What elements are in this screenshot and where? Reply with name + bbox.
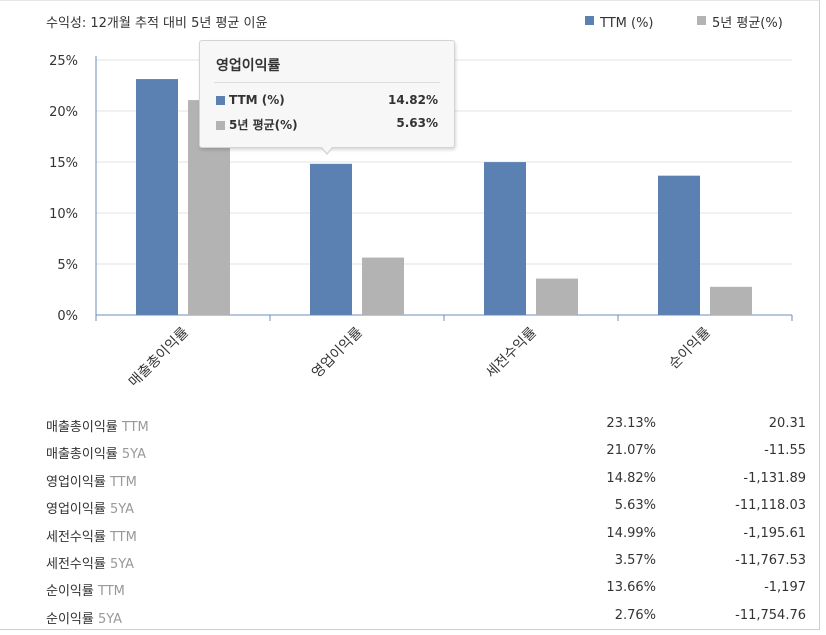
- table-row: 순이익률 TTM 13.66% -1,197: [0, 574, 820, 601]
- row-percent: 23.13%: [606, 416, 656, 431]
- legend-label: 5년 평균(%): [712, 16, 783, 31]
- row-label-suffix: 5YA: [109, 502, 135, 518]
- row-change: -1,131.89: [743, 470, 806, 486]
- row-label: 순이익률 5YA: [46, 608, 122, 627]
- row-label-suffix: TTM: [97, 584, 125, 600]
- row-label: 영업이익률 5YA: [46, 498, 134, 517]
- table-row: 영업이익률 5YA 5.63% -11,118.03: [0, 492, 820, 519]
- row-change: -1,195.61: [743, 525, 806, 541]
- row-percent: 14.99%: [606, 525, 656, 541]
- row-change: 20.31: [768, 416, 806, 431]
- tooltip-row-5y: 5년 평균(%) 5.63%: [216, 116, 438, 134]
- margin-table: 매출총이익률 TTM 23.13% 20.31 매출총이익률 5YA 21.07…: [0, 410, 820, 629]
- tooltip-swatch-5y: [216, 121, 225, 130]
- row-percent: 5.63%: [614, 498, 656, 514]
- row-label-suffix: 5YA: [109, 556, 135, 572]
- row-label-suffix: 5YA: [121, 447, 147, 463]
- row-label-text: 세전수익률: [46, 529, 106, 545]
- y-tick-label: 15%: [49, 156, 78, 171]
- row-change: -11.55: [764, 443, 806, 459]
- row-label-suffix: 5YA: [97, 611, 123, 627]
- legend-swatch: [585, 16, 594, 25]
- x-tick-label: 영업이익률: [309, 324, 366, 381]
- row-percent: 3.57%: [614, 552, 656, 568]
- bar: [362, 257, 404, 315]
- table-row: 매출총이익률 5YA 21.07% -11.55: [0, 437, 820, 464]
- row-label: 매출총이익률 5YA: [46, 443, 146, 462]
- bar: [710, 286, 752, 315]
- tooltip-value-ttm: 14.82%: [388, 93, 438, 107]
- row-change: -11,754.76: [735, 607, 806, 623]
- y-tick-label: 20%: [49, 105, 78, 120]
- legend-label: TTM (%): [599, 16, 654, 31]
- row-label-text: 매출총이익률: [46, 447, 118, 463]
- tooltip-title: 영업이익률: [216, 58, 281, 74]
- tooltip-arrow-inner: [321, 146, 333, 153]
- y-tick-label: 5%: [57, 258, 78, 273]
- row-percent: 13.66%: [606, 580, 656, 596]
- tooltip-swatch-ttm: [216, 96, 225, 105]
- y-tick-label: 0%: [57, 309, 78, 324]
- row-label-text: 영업이익률: [46, 502, 106, 518]
- row-label-text: 영업이익률: [46, 474, 106, 490]
- table-row: 세전수익률 TTM 14.99% -1,195.61: [0, 520, 820, 547]
- row-label-text: 매출총이익률: [46, 420, 118, 435]
- bar: [310, 163, 352, 315]
- row-percent: 21.07%: [606, 443, 656, 459]
- row-change: -11,118.03: [735, 498, 806, 514]
- bar: [658, 175, 700, 315]
- bar: [484, 162, 526, 315]
- table-row: 순이익률 5YA 2.76% -11,754.76: [0, 602, 820, 629]
- tooltip-label-ttm: TTM (%): [229, 93, 285, 107]
- table-row: 세전수익률 5YA 3.57% -11,767.53: [0, 547, 820, 574]
- tooltip-row-ttm: TTM (%) 14.82%: [216, 93, 438, 111]
- bar: [136, 79, 178, 315]
- tooltip-value-5y: 5.63%: [396, 116, 438, 130]
- row-label: 매출총이익률 TTM: [46, 416, 149, 435]
- tooltip-label-5y: 5년 평균(%): [229, 118, 298, 132]
- chart-tooltip: 영업이익률 TTM (%) 14.82% 5년 평균(%) 5.63%: [199, 40, 455, 155]
- row-label-suffix: TTM: [109, 474, 137, 490]
- row-label-suffix: TTM: [109, 529, 137, 545]
- bar: [536, 278, 578, 315]
- bar-chart: 수익성: 12개월 추적 대비 5년 평균 이윤 TTM (%) 5년 평균(%) 0…: [46, 16, 793, 390]
- chart-title: 수익성: 12개월 추적 대비 5년 평균 이윤: [46, 16, 267, 31]
- x-tick-label: 세전수익률: [483, 324, 540, 381]
- row-percent: 2.76%: [614, 607, 656, 623]
- tooltip-divider: [214, 82, 440, 83]
- row-label-text: 세전수익률: [46, 556, 106, 572]
- row-change: -11,767.53: [735, 552, 806, 568]
- row-percent: 14.82%: [606, 470, 656, 486]
- row-label: 순이익률 TTM: [46, 580, 125, 599]
- row-label-text: 순이익률: [46, 584, 94, 600]
- row-label: 영업이익률 TTM: [46, 471, 137, 490]
- row-label-suffix: TTM: [121, 420, 149, 435]
- table-row: 영업이익률 TTM 14.82% -1,131.89: [0, 465, 820, 492]
- table-row: 매출총이익률 TTM 23.13% 20.31: [0, 410, 820, 437]
- row-change: -1,197: [764, 580, 806, 596]
- row-label-text: 순이익률: [46, 611, 94, 627]
- x-tick-label: 순이익률: [666, 324, 714, 372]
- row-label: 세전수익률 5YA: [46, 553, 134, 572]
- y-tick-label: 10%: [49, 207, 78, 222]
- x-tick-label: 매출총이익률: [126, 324, 192, 390]
- row-label: 세전수익률 TTM: [46, 526, 137, 545]
- y-tick-label: 25%: [49, 54, 78, 69]
- legend-swatch: [697, 16, 706, 25]
